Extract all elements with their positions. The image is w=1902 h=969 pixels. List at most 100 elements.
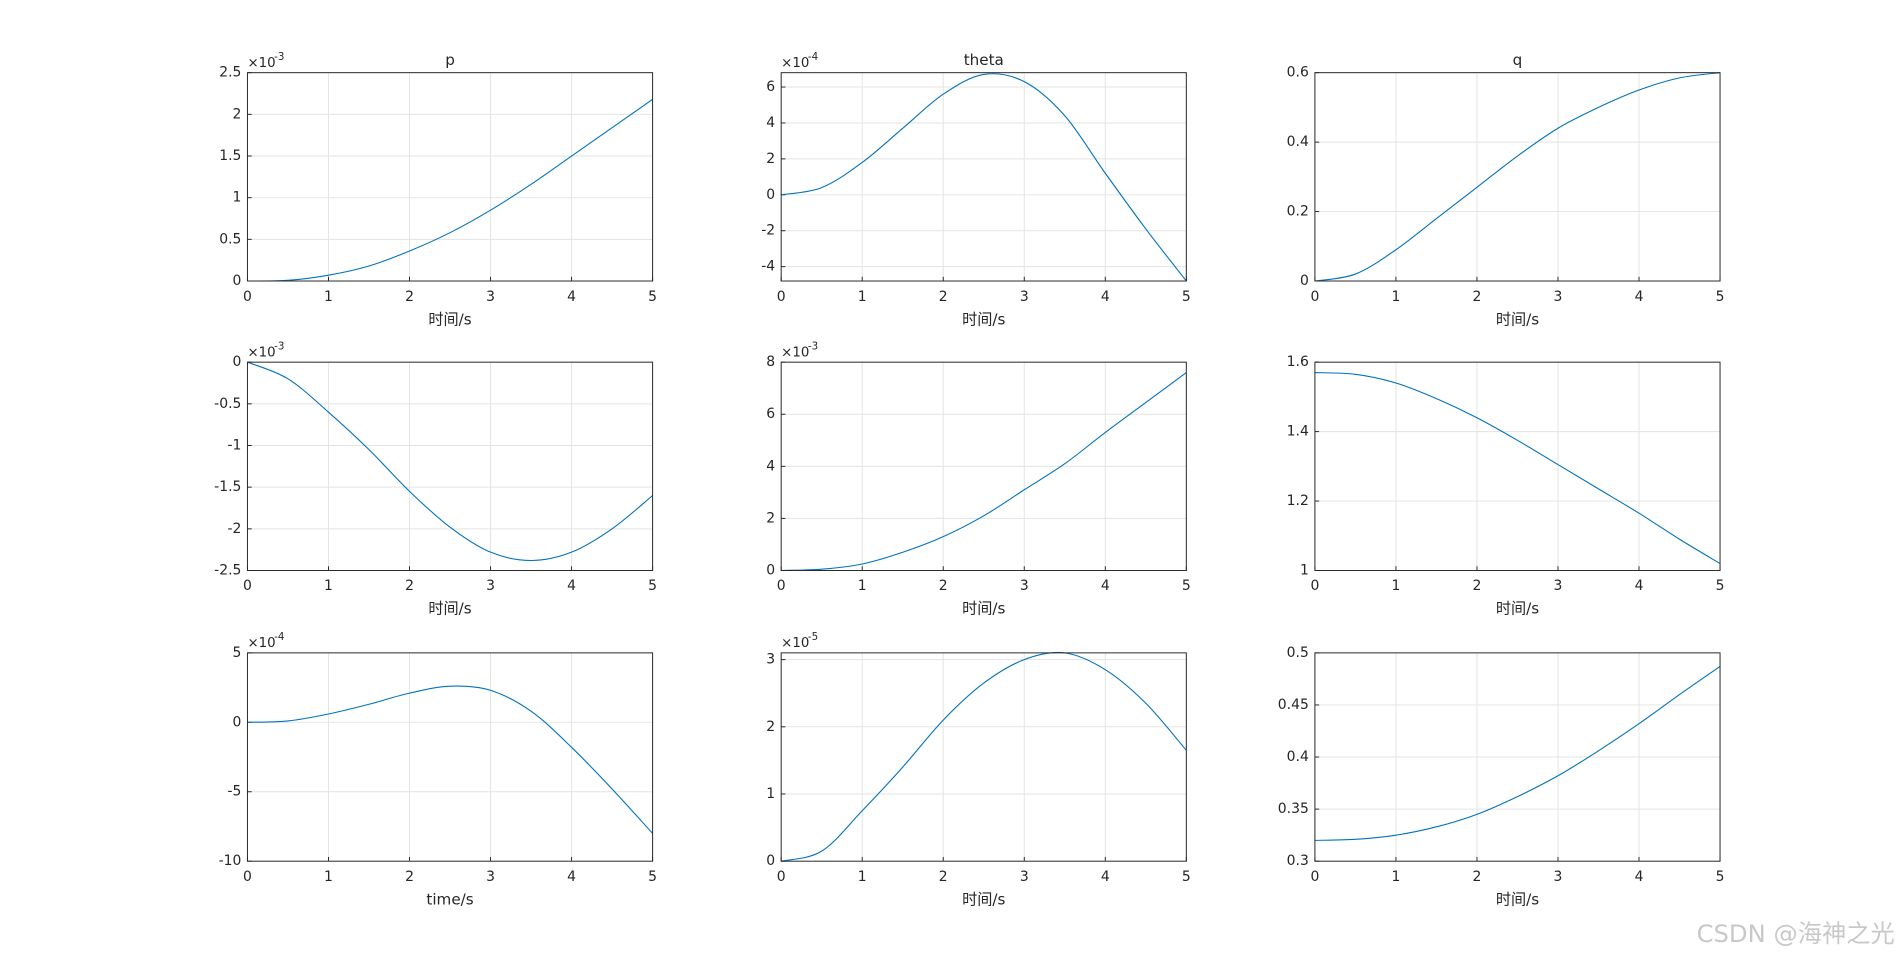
axes-box — [1314, 72, 1721, 282]
subplot-title: q — [1513, 51, 1523, 69]
x-tick-label: 0 — [777, 578, 786, 594]
y-tick-label: 0.4 — [1287, 749, 1309, 765]
x-tick-label: 5 — [648, 869, 657, 885]
x-tick-label: 5 — [1182, 869, 1191, 885]
y-tick-label: -5 — [227, 784, 241, 800]
x-tick-label: 4 — [1101, 869, 1110, 885]
data-line — [781, 372, 1187, 572]
x-tick-label: 2 — [939, 578, 948, 594]
y-tick-label: 0 — [1300, 273, 1309, 289]
y-tick-label: 1.4 — [1287, 424, 1309, 440]
x-tick-label: 4 — [567, 289, 576, 305]
x-tick-label: 3 — [486, 289, 495, 305]
x-tick-label: 5 — [1182, 289, 1191, 305]
x-tick-label: 1 — [324, 578, 333, 594]
y-tick-label: 1 — [233, 190, 242, 206]
y-tick-label: 0.5 — [1287, 645, 1309, 661]
x-tick-label: 3 — [1020, 289, 1029, 305]
x-tick-label: 2 — [405, 289, 414, 305]
axes-background — [247, 362, 653, 571]
y-tick-label: 0 — [766, 187, 775, 203]
y-tick-label: 0.35 — [1278, 801, 1309, 817]
y-scale-power: -3 — [274, 51, 284, 63]
y-tick-label: 0 — [766, 563, 775, 579]
x-tick-label: 4 — [1101, 289, 1110, 305]
y-tick-label: 6 — [766, 79, 775, 95]
axes-box — [1314, 361, 1721, 571]
watermark: CSDN @海神之光 — [1697, 919, 1895, 948]
axes-box — [1314, 652, 1721, 862]
y-tick-label: -1.5 — [214, 479, 241, 495]
x-tick-label: 4 — [1101, 578, 1110, 594]
x-tick-label: 5 — [648, 578, 657, 594]
y-tick-label: 8 — [766, 354, 775, 370]
x-tick-label: 0 — [243, 289, 252, 305]
x-tick-label: 0 — [1310, 578, 1319, 594]
y-tick-label: -2.5 — [214, 563, 241, 579]
y-tick-label: 0 — [233, 714, 242, 730]
data-line — [247, 361, 653, 562]
y-tick-label: 0.4 — [1287, 134, 1309, 150]
y-scale-power: -3 — [274, 340, 284, 352]
axes-background — [781, 72, 1187, 282]
y-tick-label: 0 — [233, 273, 242, 289]
x-tick-label: 2 — [939, 869, 948, 885]
x-tick-label: 5 — [1182, 578, 1191, 594]
y-tick-label: 4 — [766, 115, 775, 131]
x-tick-label: 1 — [858, 578, 867, 594]
y-scale-label: ×10 — [781, 636, 809, 651]
x-tick-label: 1 — [1391, 869, 1400, 885]
axes-box — [780, 652, 1187, 862]
y-scale-label: ×10 — [247, 636, 275, 651]
axes-box — [780, 72, 1187, 282]
x-tick-label: 4 — [567, 869, 576, 885]
y-tick-label: 5 — [233, 645, 242, 661]
x-tick-label: 3 — [1020, 869, 1029, 885]
data-line — [247, 685, 654, 834]
x-tick-label: 4 — [1635, 869, 1644, 885]
y-tick-label: 1 — [1300, 563, 1309, 579]
x-tick-label: 2 — [405, 869, 414, 885]
x-tick-label: 5 — [648, 289, 657, 305]
y-tick-label: -2 — [227, 521, 241, 537]
y-tick-label: 2 — [233, 106, 242, 122]
y-scale-label: ×10 — [247, 56, 275, 71]
axes-background — [247, 72, 653, 282]
y-scale-power: -3 — [808, 340, 818, 352]
x-tick-label: 3 — [1020, 578, 1029, 594]
x-tick-label: 4 — [567, 578, 576, 594]
y-tick-label: 3 — [766, 652, 775, 668]
x-tick-label: 5 — [1716, 289, 1725, 305]
y-tick-label: -2 — [761, 223, 775, 239]
y-tick-label: 4 — [766, 458, 775, 474]
y-tick-label: 2 — [766, 151, 775, 167]
y-tick-label: 2 — [766, 510, 775, 526]
x-axis-label: 时间/s — [962, 600, 1005, 618]
x-axis-label: 时间/s — [428, 310, 471, 328]
x-tick-label: 0 — [777, 289, 786, 305]
subplot-title: theta — [964, 51, 1004, 69]
x-tick-label: 2 — [939, 289, 948, 305]
x-tick-label: 0 — [1310, 289, 1319, 305]
data-line — [1314, 72, 1721, 282]
x-tick-label: 0 — [1310, 869, 1319, 885]
x-tick-label: 1 — [1391, 578, 1400, 594]
y-scale-power: -5 — [808, 631, 818, 643]
y-tick-label: 1 — [766, 786, 775, 802]
y-tick-label: 0.2 — [1287, 204, 1309, 220]
y-tick-label: 2 — [766, 719, 775, 735]
y-tick-label: 0.6 — [1287, 65, 1309, 81]
y-tick-label: 2.5 — [219, 65, 241, 81]
y-tick-label: 6 — [766, 406, 775, 422]
x-tick-label: 0 — [777, 869, 786, 885]
subplot-title: p — [445, 51, 455, 69]
x-tick-label: 5 — [1716, 578, 1725, 594]
x-tick-label: 5 — [1716, 869, 1725, 885]
axes-background — [1314, 72, 1721, 282]
axes-background — [1314, 362, 1721, 571]
axes-box — [246, 361, 654, 571]
x-tick-label: 1 — [1391, 289, 1400, 305]
data-line — [1314, 665, 1721, 841]
x-tick-label: 4 — [1635, 289, 1644, 305]
y-tick-label: 1.6 — [1287, 354, 1309, 370]
